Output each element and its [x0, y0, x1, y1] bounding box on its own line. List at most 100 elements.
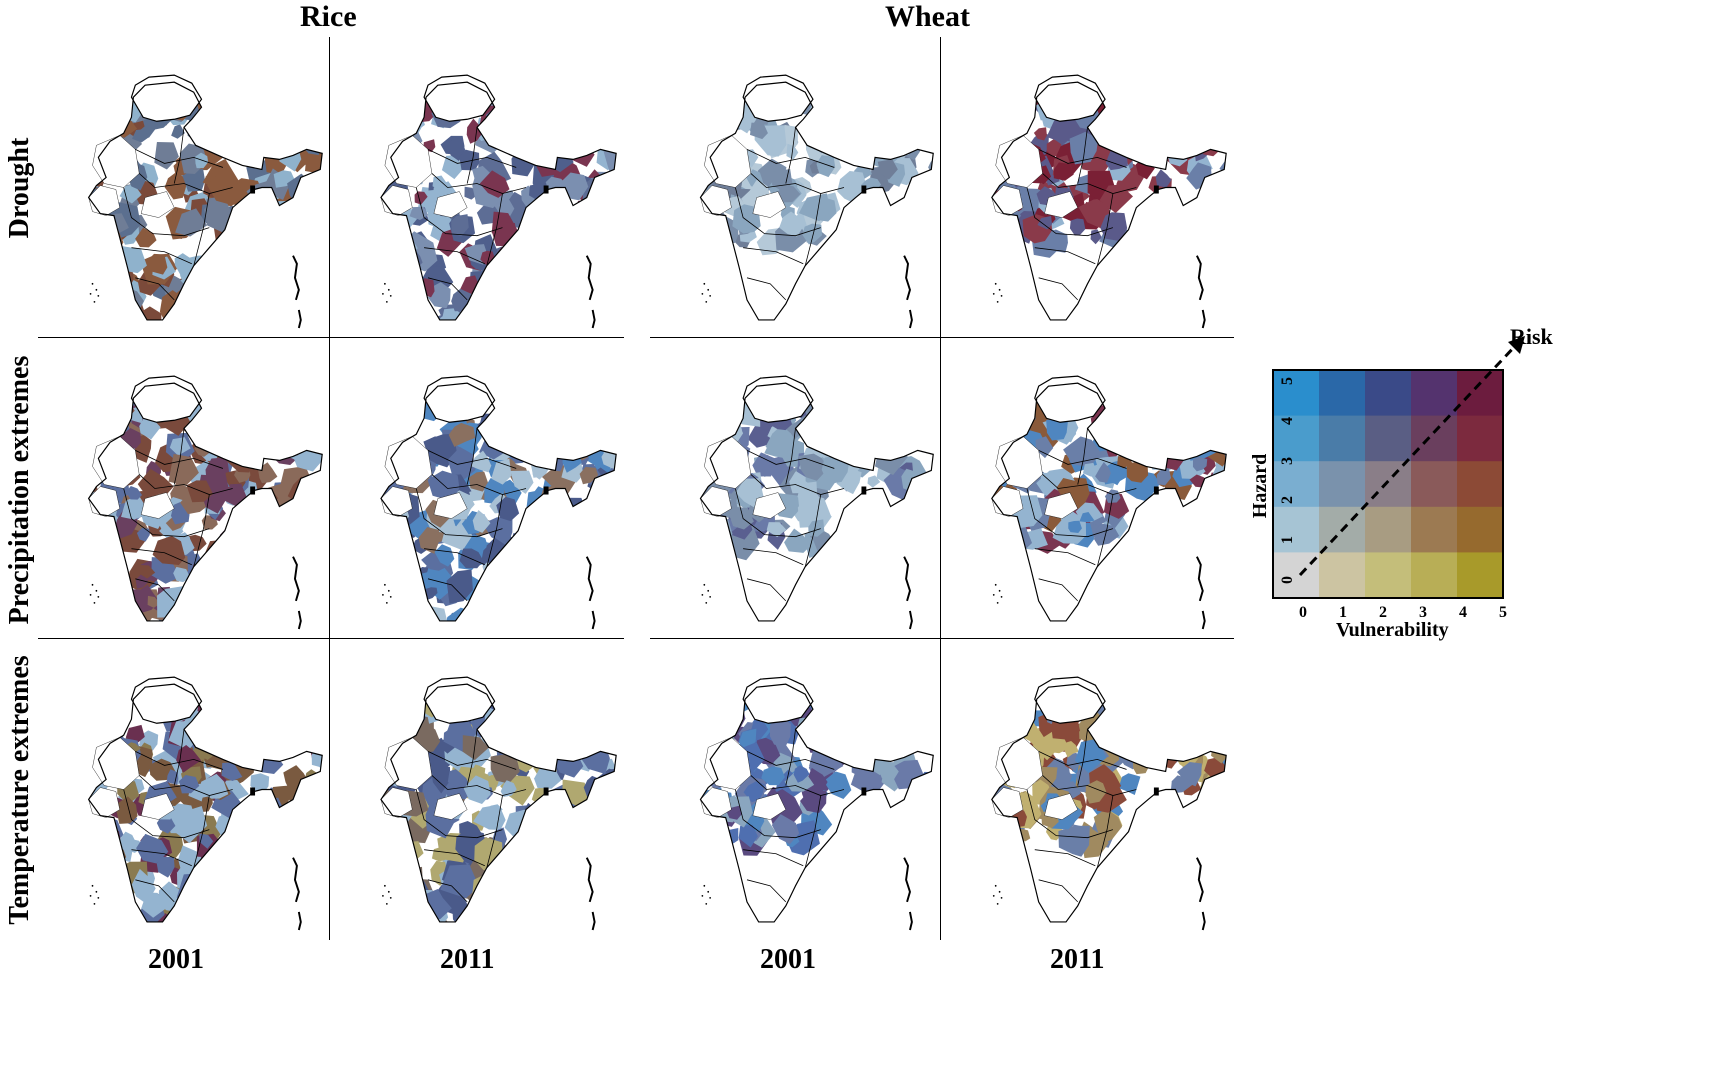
district-cell [1090, 229, 1102, 245]
district-cell [1146, 424, 1177, 453]
district-cell [225, 908, 240, 922]
district-cell [601, 224, 617, 256]
coastal-marker [543, 787, 549, 796]
district-cell [204, 411, 228, 439]
district-cell [903, 125, 916, 137]
district-cell [877, 159, 898, 180]
district-cell [256, 684, 283, 702]
district-cell [520, 527, 555, 561]
district-cell [502, 388, 524, 411]
district-cell [240, 85, 260, 107]
district-cell [478, 598, 501, 621]
district-cell [909, 699, 931, 727]
district-cell [273, 310, 293, 320]
lakshadweep-island [93, 300, 96, 303]
district-cell [510, 116, 544, 147]
district-cell [531, 427, 560, 453]
district-cell [584, 310, 598, 320]
coastal-marker [250, 787, 256, 796]
district-cell [472, 509, 491, 533]
district-cell [264, 306, 291, 320]
district-cell [524, 615, 542, 621]
district-cell [855, 131, 870, 145]
district-cell [235, 803, 260, 827]
district-cell [614, 610, 617, 621]
district-cell [593, 506, 617, 534]
district-cell [287, 684, 319, 696]
district-cell [291, 82, 312, 98]
district-cell [261, 565, 278, 581]
district-cell [169, 437, 191, 456]
district-cell [530, 900, 543, 917]
district-cell [225, 592, 249, 615]
district-cell [798, 453, 829, 481]
lakshadweep-island [389, 595, 392, 598]
district-cell [700, 168, 710, 184]
district-cell [700, 687, 711, 711]
district-cell [1219, 90, 1227, 117]
lakshadweep-island [705, 300, 708, 303]
district-cell [1056, 768, 1073, 784]
district-cell [1116, 139, 1131, 156]
district-cell [221, 879, 240, 900]
district-cell [210, 409, 236, 436]
district-cell [1207, 424, 1227, 447]
district-cell [540, 684, 559, 694]
district-cell [870, 109, 901, 136]
district-cell [305, 194, 318, 208]
district-cell [392, 859, 407, 876]
district-cell [769, 715, 791, 748]
district-cell [207, 174, 247, 207]
district-cell [547, 207, 566, 225]
district-cell [297, 527, 314, 543]
crop-title-wheat: Wheat [885, 0, 970, 33]
district-cell [1182, 383, 1210, 393]
district-cell [401, 614, 433, 621]
no-data-region [433, 793, 468, 820]
district-cell [562, 86, 593, 116]
district-cell [595, 492, 617, 524]
district-cell [233, 273, 263, 303]
district-cell [606, 132, 617, 148]
district-cell [700, 528, 720, 557]
district-cell [451, 214, 469, 237]
district-cell [263, 721, 275, 734]
district-cell [306, 855, 323, 882]
district-cell [828, 383, 848, 390]
district-cell [468, 471, 489, 492]
district-cell [223, 432, 250, 464]
district-cell [385, 406, 417, 435]
district-cell [806, 705, 841, 733]
district-cell [399, 82, 427, 103]
lakshadweep-island [91, 583, 94, 586]
district-cell [103, 268, 123, 285]
district-cell [586, 82, 614, 109]
district-cell [582, 619, 600, 621]
district-cell [700, 533, 709, 553]
district-cell [793, 765, 810, 783]
district-cell [175, 806, 208, 844]
district-cell [305, 82, 323, 102]
district-cell [146, 253, 168, 275]
district-cell [88, 545, 103, 575]
district-cell [236, 870, 257, 887]
district-cell [313, 808, 323, 826]
district-cell [550, 579, 567, 597]
andaman-islands [903, 556, 913, 630]
district-cell [1168, 686, 1195, 716]
district-cell [177, 591, 199, 612]
legend-cell-h0-v2 [1365, 552, 1412, 599]
district-cell [110, 82, 129, 93]
district-cell [270, 409, 285, 424]
district-cell [507, 602, 540, 621]
district-cell [603, 520, 617, 547]
district-cell [484, 269, 517, 295]
district-cell [603, 283, 617, 309]
district-cell [218, 528, 244, 554]
district-cell [823, 108, 860, 141]
map-panel-rice-temperature-extremes-2011 [330, 639, 624, 940]
district-cell [489, 804, 503, 818]
district-cell [906, 684, 930, 693]
india-map [87, 375, 323, 630]
district-cell [100, 237, 115, 251]
